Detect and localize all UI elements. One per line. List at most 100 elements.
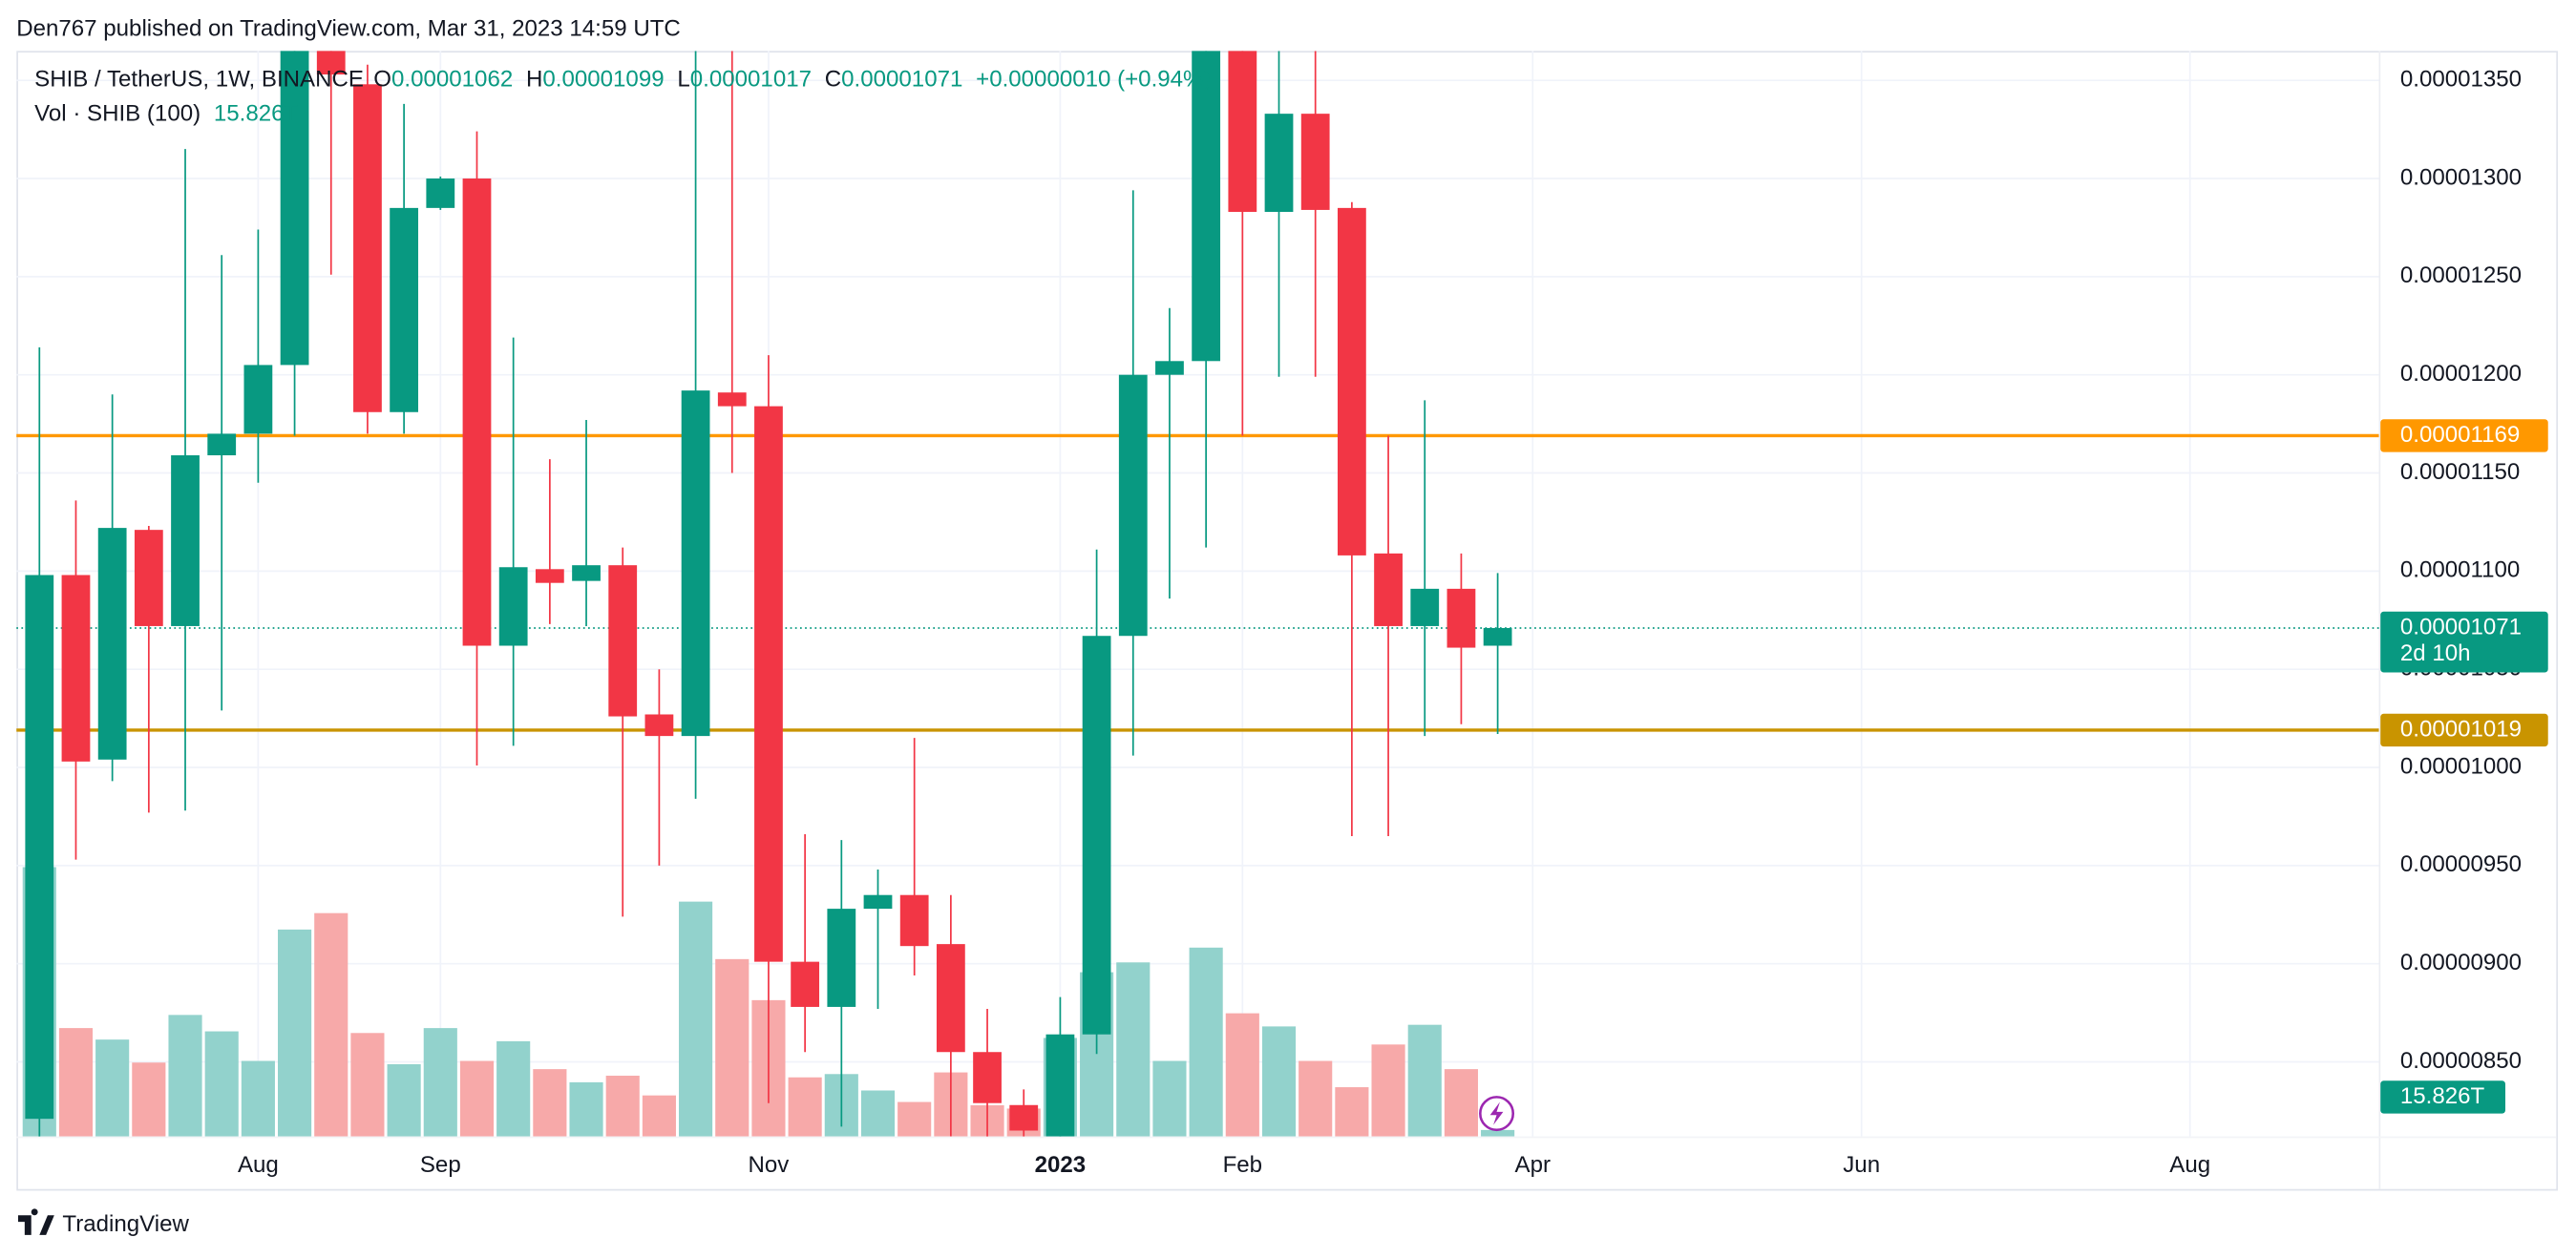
candle-body <box>1118 374 1148 637</box>
candle-body <box>316 51 346 75</box>
volume-bar <box>1152 1060 1187 1137</box>
legend-main: SHIB / TetherUS, 1W, BINANCE O0.00001062 H… <box>34 67 1211 93</box>
volume-bar <box>314 912 348 1137</box>
last-price-box <box>2380 611 2548 673</box>
candle-body <box>1483 627 1512 646</box>
volume-bar <box>1299 1060 1333 1137</box>
y-tick-label: 0.00001350 <box>2400 67 2522 93</box>
open-value: 0.00001062 <box>391 67 513 93</box>
candle-body <box>1082 636 1111 1035</box>
ohlc-label: O <box>373 67 391 93</box>
volume-bar <box>350 1033 385 1137</box>
candle-body <box>1300 114 1330 210</box>
volume-bar <box>1444 1069 1478 1137</box>
y-tick-label: 0.00001000 <box>2400 753 2522 779</box>
candle-body <box>1446 588 1476 648</box>
volume-bar <box>1116 962 1151 1137</box>
candle-body <box>973 1052 1002 1103</box>
candle-body <box>1155 361 1184 375</box>
volume-bar <box>1261 1026 1297 1137</box>
volume-bar <box>897 1101 932 1137</box>
level-price-label: 0.00001169 <box>2400 422 2520 448</box>
x-tick-label: Sep <box>420 1152 461 1178</box>
candle-body <box>171 455 200 626</box>
candle-body <box>1009 1104 1039 1131</box>
tradingview-logo: TradingView <box>17 1208 190 1237</box>
volume-name: Vol · SHIB (100) <box>34 101 201 127</box>
volume-bar <box>679 901 713 1137</box>
legend: SHIB / TetherUS, 1W, BINANCE O0.00001062 H… <box>34 67 1211 127</box>
volume-bar <box>1225 1013 1259 1137</box>
volume-label: 15.826T <box>2400 1083 2485 1109</box>
candle-body <box>280 51 309 366</box>
candle-body <box>791 961 820 1007</box>
candle-body <box>1264 114 1294 212</box>
level-price-box <box>2380 419 2548 452</box>
y-tick-label: 0.00000900 <box>2400 950 2522 975</box>
countdown-label: 2d 10h <box>2400 640 2471 666</box>
axes: 0.00001350 0.00001300 0.00001250 0.00001200… <box>238 67 2548 1178</box>
y-tick-label: 0.00000950 <box>2400 851 2522 877</box>
volume-bar <box>1335 1087 1369 1137</box>
close-value: 0.00001071 <box>841 67 962 93</box>
ohlc-label: H <box>526 67 542 93</box>
legend-volume: Vol · SHIB (100) 15.826T <box>34 101 298 127</box>
x-tick-label: Apr <box>1515 1152 1551 1178</box>
level-price-box <box>2380 713 2548 747</box>
volume-box <box>2380 1080 2505 1114</box>
volume-bar <box>788 1077 822 1137</box>
candle-body <box>462 178 492 646</box>
candle-body <box>353 84 382 412</box>
candle-body <box>717 392 747 407</box>
volume-bar <box>1481 1129 1515 1137</box>
x-tick-label: Aug <box>2169 1152 2210 1178</box>
volume-bar <box>423 1028 457 1137</box>
candle-body <box>1045 1034 1075 1137</box>
volume-bar <box>569 1081 603 1137</box>
y-tick-label: 0.00001200 <box>2400 361 2522 387</box>
levels <box>16 433 2379 732</box>
ohlc-label: L <box>677 67 689 93</box>
volume-bar <box>132 1062 166 1137</box>
volume-bar <box>387 1063 421 1137</box>
y-tick-label: 0.00001250 <box>2400 262 2522 288</box>
candle-body <box>936 944 965 1053</box>
y-tick-label: 0.00001300 <box>2400 164 2522 190</box>
volume-bar <box>459 1060 495 1137</box>
candle-body <box>390 207 419 412</box>
candle-body <box>827 909 856 1007</box>
candle-body <box>134 530 163 626</box>
candle-body <box>1228 51 1257 212</box>
chart-frame <box>16 51 2559 1191</box>
volume-bar <box>204 1031 239 1137</box>
ohlc-label: C <box>825 67 841 93</box>
last-price-label: 0.00001071 <box>2400 614 2522 639</box>
candle-body <box>535 569 564 583</box>
volume-bar <box>642 1095 676 1137</box>
candle-body <box>1192 51 1221 362</box>
candle-body <box>1337 207 1366 556</box>
low-value: 0.00001017 <box>690 67 812 93</box>
x-tick-label: 2023 <box>1035 1152 1087 1178</box>
candle-body <box>899 894 929 947</box>
published-note: Den767 published on TradingView.com, Mar… <box>16 15 681 41</box>
candle-body <box>572 565 601 581</box>
x-tick-label: Jun <box>1843 1152 1880 1178</box>
volume-bar <box>95 1039 130 1137</box>
candle-body <box>608 565 638 717</box>
volume-bar <box>241 1060 275 1137</box>
volume-bar <box>168 1015 202 1137</box>
candle-body <box>754 406 783 962</box>
volume-bar <box>533 1069 567 1137</box>
candles <box>25 51 1512 1137</box>
level-price-label: 0.00001019 <box>2400 716 2522 742</box>
volume-bar <box>58 1028 94 1137</box>
candle-body <box>681 390 710 737</box>
candle-body <box>863 894 893 910</box>
candle-body <box>498 567 528 646</box>
y-tick-label: 0.00001150 <box>2400 459 2520 485</box>
candle-body <box>97 528 127 760</box>
volume-bar <box>1189 947 1223 1137</box>
candle-body <box>1374 553 1403 626</box>
